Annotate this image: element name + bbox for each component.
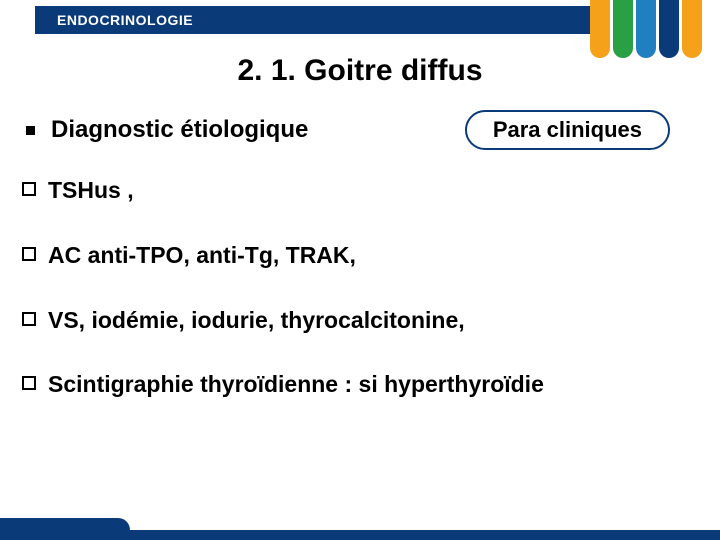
list-item: TSHus , [22,176,692,205]
header-bar: ENDOCRINOLOGIE [35,6,590,34]
hollow-square-icon [22,376,36,390]
subtitle-left: Diagnostic étiologique [20,116,308,144]
bullet-text: Scintigraphie thyroïdienne : si hyperthy… [48,370,544,399]
bullet-text: VS, iodémie, iodurie, thyrocalcitonine, [48,306,465,335]
bullet-list: TSHus , AC anti-TPO, anti-Tg, TRAK, VS, … [22,176,692,435]
subtitle-row: Diagnostic étiologique Para cliniques [20,110,700,150]
list-item: Scintigraphie thyroïdienne : si hyperthy… [22,370,692,399]
slide-title: 2. 1. Goitre diffus [0,54,720,88]
pill-badge: Para cliniques [465,110,670,150]
list-item: AC anti-TPO, anti-Tg, TRAK, [22,241,692,270]
header-label: ENDOCRINOLOGIE [57,12,193,28]
subtitle-text: Diagnostic étiologique [51,116,308,144]
stripe-darkblue [659,0,679,58]
hollow-square-icon [22,182,36,196]
hollow-square-icon [22,247,36,261]
bullet-text: TSHus , [48,176,134,205]
stripe-green [613,0,633,58]
stripe-orange-1 [590,0,610,58]
footer-accent [0,518,130,540]
square-bullet-icon [26,126,35,135]
bullet-text: AC anti-TPO, anti-Tg, TRAK, [48,241,356,270]
pill-text: Para cliniques [493,117,642,142]
hollow-square-icon [22,312,36,326]
stripe-lightblue [636,0,656,58]
stripe-orange-2 [682,0,702,58]
corner-decoration [590,0,720,58]
list-item: VS, iodémie, iodurie, thyrocalcitonine, [22,306,692,335]
